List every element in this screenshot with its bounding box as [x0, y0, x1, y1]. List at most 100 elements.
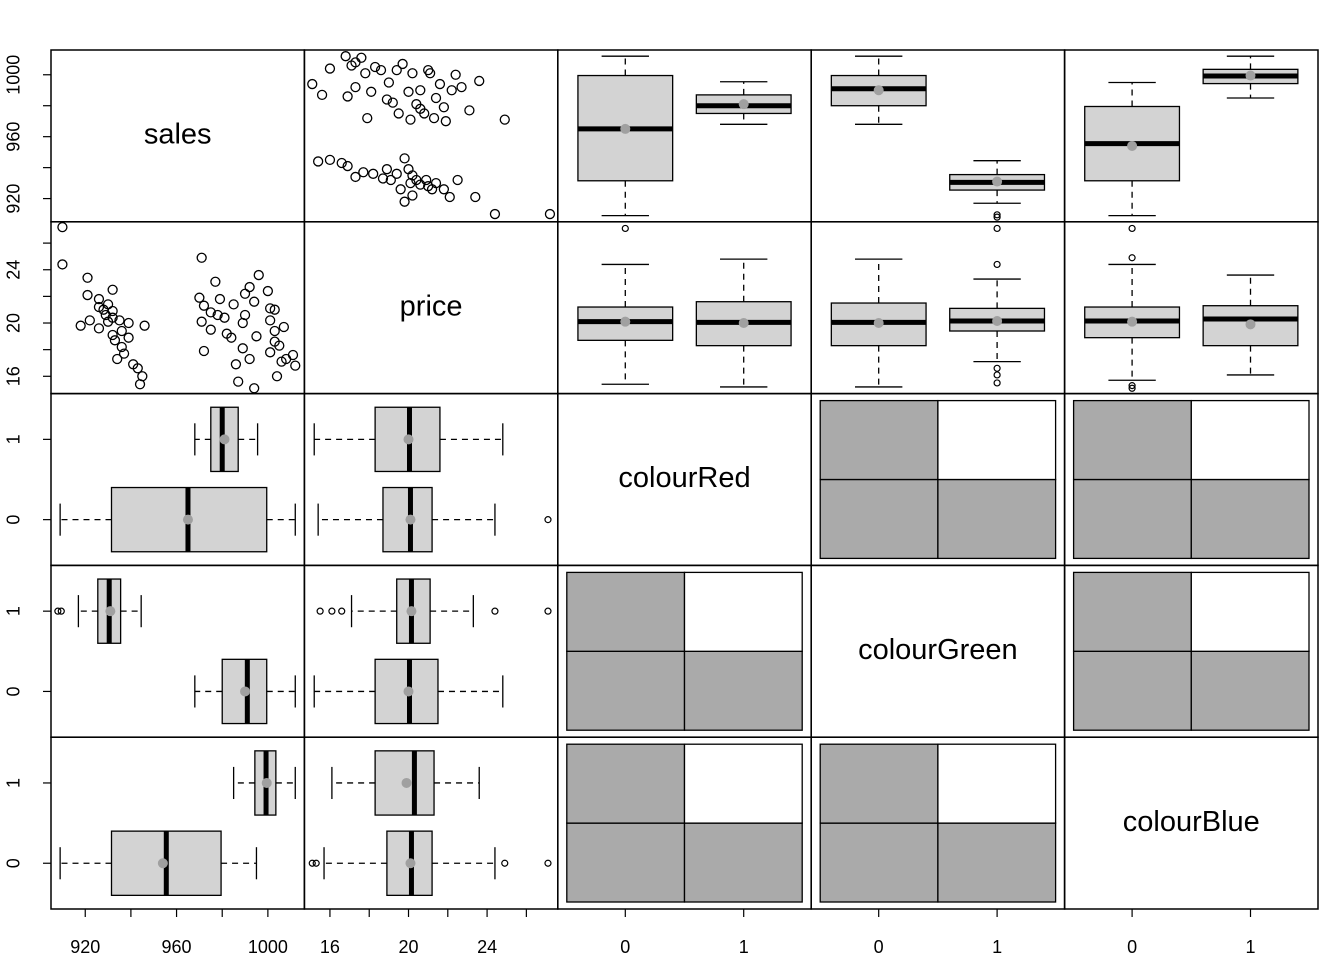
point: [265, 347, 276, 358]
mosaic-cell: [1190, 650, 1310, 731]
point: [226, 332, 237, 343]
point: [205, 324, 216, 335]
mosaic-cell: [1072, 571, 1192, 652]
y-tick-label: 920: [4, 184, 24, 214]
point: [212, 309, 223, 321]
x-tick-label: 16: [320, 937, 340, 957]
y-tick-label: 24: [4, 260, 24, 280]
y-tick-label: 960: [4, 122, 24, 152]
point: [342, 160, 353, 172]
point: [205, 307, 216, 318]
point: [271, 371, 283, 382]
point: [393, 108, 404, 119]
panel-frame: [1063, 736, 1319, 910]
point: [116, 325, 127, 337]
point: [265, 315, 276, 326]
point: [423, 64, 434, 76]
point: [356, 52, 367, 63]
point: [93, 293, 105, 305]
mosaic-cell: [566, 571, 686, 652]
point: [253, 269, 264, 281]
point: [424, 68, 436, 79]
point: [139, 320, 150, 331]
point: [93, 323, 105, 334]
point: [385, 174, 396, 186]
mean: [182, 514, 193, 525]
point: [249, 383, 260, 394]
variable-label: price: [400, 290, 463, 322]
mean: [873, 85, 884, 96]
point: [350, 171, 361, 183]
point: [405, 114, 416, 125]
point: [219, 312, 230, 323]
mosaic-cell: [683, 822, 803, 903]
point: [112, 353, 123, 365]
point: [342, 91, 353, 102]
point: [244, 353, 255, 365]
point: [269, 336, 280, 347]
mosaic-cell: [1072, 650, 1192, 731]
variable-label: sales: [144, 119, 212, 151]
point: [399, 153, 410, 164]
mean: [873, 318, 884, 329]
point: [381, 164, 393, 175]
mean: [620, 316, 631, 327]
outlier: [54, 607, 62, 615]
point: [407, 190, 418, 201]
mosaic-cell: [566, 743, 686, 824]
point: [214, 293, 226, 305]
point: [391, 64, 402, 76]
panel-frame: [303, 49, 559, 223]
point: [107, 284, 118, 295]
point: [499, 114, 510, 125]
point: [426, 184, 438, 195]
x-tick-label: 1000: [248, 937, 288, 957]
mean: [992, 176, 1003, 187]
point: [262, 285, 274, 297]
mosaic-cell: [566, 822, 686, 903]
y-tick-label: 16: [4, 366, 24, 386]
mosaic-cell: [819, 822, 939, 903]
mosaic-cell: [937, 399, 1057, 481]
point: [57, 259, 68, 270]
point: [415, 103, 426, 114]
point: [450, 69, 461, 80]
point: [395, 184, 406, 195]
point: [114, 315, 125, 326]
point: [118, 348, 130, 359]
point: [470, 191, 481, 203]
mean: [992, 316, 1003, 327]
mean: [157, 858, 168, 869]
point: [75, 320, 86, 331]
mosaic-cell: [819, 478, 939, 560]
mean: [219, 434, 230, 445]
point: [84, 315, 95, 326]
mosaic-cell: [566, 650, 686, 731]
point: [474, 75, 485, 87]
outlier: [1128, 224, 1136, 233]
point: [544, 208, 556, 220]
outlier: [316, 607, 324, 615]
point: [287, 349, 299, 361]
outlier: [993, 213, 1001, 221]
point: [369, 61, 381, 73]
point: [290, 360, 301, 371]
point: [93, 301, 105, 313]
y-tick-label: 20: [4, 313, 24, 333]
mosaic-cell: [937, 822, 1057, 903]
mosaic-cell: [819, 399, 939, 481]
mosaic-cell: [1072, 399, 1192, 481]
point: [128, 359, 139, 370]
point: [109, 335, 121, 346]
mosaic-cell: [1190, 399, 1310, 481]
point: [313, 156, 324, 167]
mosaic-cell: [819, 743, 939, 824]
outlier: [993, 260, 1001, 269]
point: [244, 281, 255, 293]
point: [102, 316, 114, 327]
outlier: [544, 607, 552, 615]
point: [230, 359, 242, 370]
point: [265, 303, 276, 314]
x-tick-label: 1: [992, 937, 1002, 957]
point: [307, 78, 318, 90]
